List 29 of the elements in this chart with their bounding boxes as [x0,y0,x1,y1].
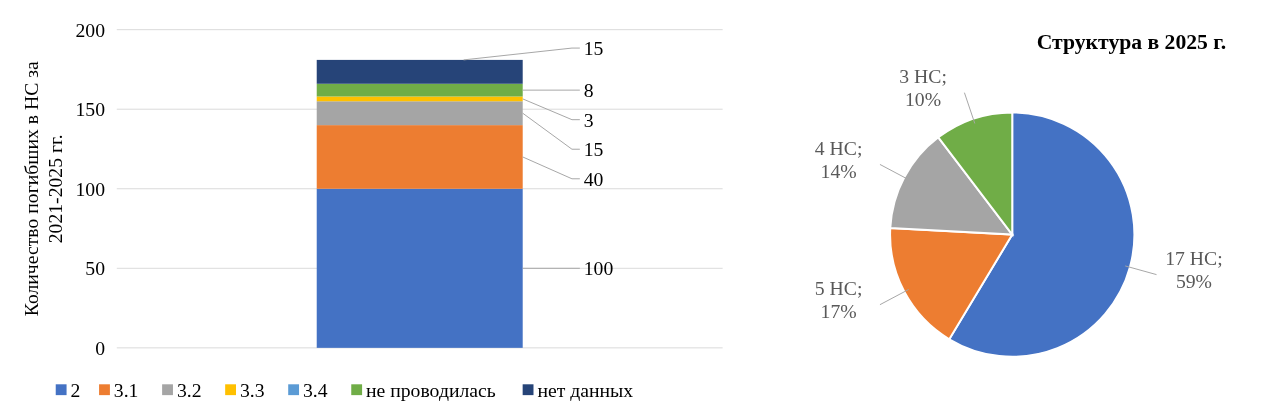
data-label: 100 [583,257,614,280]
y-tick-label: 100 [75,177,106,200]
legend-label: 3.2 [176,379,202,402]
legend-label: 3.1 [113,379,139,402]
data-label: 3 НС; 10% [899,64,947,111]
bar [316,125,523,189]
legend-label: 3.4 [302,379,328,402]
y-tick-label: 0 [95,336,106,359]
y-tick-label: 50 [85,257,106,280]
legend-label: не проводилась [366,379,496,402]
data-label: 5 НС; 17% [814,276,863,323]
y-tick-label: 150 [75,98,106,121]
bar [316,96,523,102]
data-label: 8 [583,79,594,102]
legend-label: 2 [70,379,81,402]
data-label: 40 [583,167,604,190]
data-label: 15 [583,138,604,161]
y-axis-title: Количество погибших в НС за 2021-2025 гг. [20,61,66,317]
data-label: 3 [583,108,594,131]
legend-label: нет данных [537,379,634,402]
chart-title: Структура в 2025 г. [1036,30,1227,55]
legend-label: 3.3 [239,379,265,402]
data-label: 15 [583,36,604,59]
bar [316,83,523,97]
bar [316,188,523,348]
data-label: 4 НС; 14% [814,136,863,183]
y-tick-label: 200 [75,18,106,41]
data-label: 17 НС; 59% [1165,246,1223,293]
bar [316,59,523,84]
